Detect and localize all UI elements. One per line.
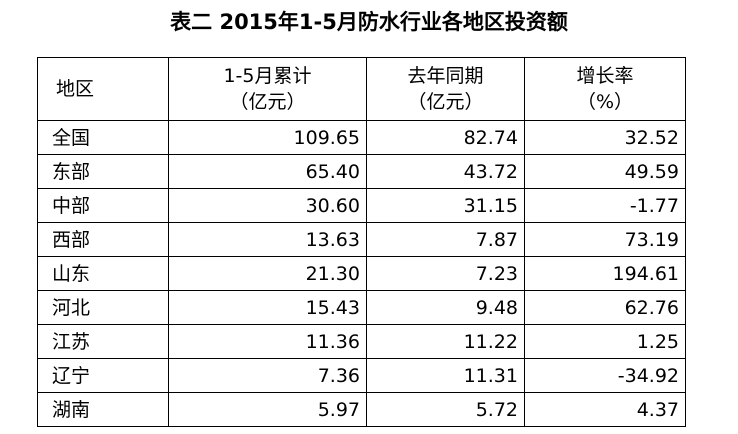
region-cell: 西部 (37, 222, 169, 257)
header-cell: 去年同期 （亿元） (366, 57, 525, 121)
region-cell: 河北 (37, 290, 169, 325)
value-cell: 1.25 (524, 324, 686, 359)
value-cell: 65.40 (168, 154, 367, 189)
value-cell: 4.37 (524, 392, 686, 427)
table-title: 表二 2015年1-5月防水行业各地区投资额 (170, 10, 568, 34)
region-cell: 辽宁 (37, 358, 169, 393)
header-text: 增长率 (576, 65, 634, 87)
value-cell: 13.63 (168, 222, 367, 257)
data-row: 山东 21.30 7.23 194.61 (37, 256, 686, 291)
data-row: 全国 109.65 82.74 32.52 (37, 120, 686, 155)
value-cell: -34.92 (524, 358, 686, 393)
header-text: 地区 (56, 78, 95, 100)
data-row: 江苏 11.36 11.22 1.25 (37, 324, 686, 359)
region-cell: 江苏 (37, 324, 169, 359)
value-cell: 5.97 (168, 392, 367, 427)
value-cell: 62.76 (524, 290, 686, 325)
data-row: 西部 13.63 7.87 73.19 (37, 222, 686, 257)
data-row: 河北 15.43 9.48 62.76 (37, 290, 686, 325)
region-cell: 全国 (37, 120, 169, 155)
header-text: （亿元） (407, 91, 484, 113)
data-table: 地区 1-5月累计 （亿元） 去年同期 （亿元） 增长率 （%） 全国 109.65 82.74 3… (37, 57, 686, 427)
data-row: 东部 65.40 43.72 49.59 (37, 154, 686, 189)
value-cell: 11.22 (366, 324, 525, 359)
table-body: 地区 1-5月累计 （亿元） 去年同期 （亿元） 增长率 （%） 全国 109.65 82.74 3… (37, 57, 686, 427)
value-cell: 7.23 (366, 256, 525, 291)
value-cell: 7.87 (366, 222, 525, 257)
value-cell: 15.43 (168, 290, 367, 325)
header-row: 地区 1-5月累计 （亿元） 去年同期 （亿元） 增长率 （%） (37, 57, 686, 121)
value-cell: 11.31 (366, 358, 525, 393)
header-text: （%） (576, 91, 634, 113)
data-row: 湖南 5.97 5.72 4.37 (37, 392, 686, 427)
value-cell: 31.15 (366, 188, 525, 223)
region-cell: 湖南 (37, 392, 169, 427)
region-cell: 中部 (37, 188, 169, 223)
header-cell: 增长率 （%） (524, 57, 686, 121)
data-row: 辽宁 7.36 11.31 -34.92 (37, 358, 686, 393)
value-cell: 7.36 (168, 358, 367, 393)
header-cell: 地区 (37, 57, 169, 121)
value-cell: 194.61 (524, 256, 686, 291)
value-cell: 73.19 (524, 222, 686, 257)
value-cell: 49.59 (524, 154, 686, 189)
value-cell: 43.72 (366, 154, 525, 189)
header-cell: 1-5月累计 （亿元） (168, 57, 367, 121)
value-cell: 21.30 (168, 256, 367, 291)
value-cell: 30.60 (168, 188, 367, 223)
region-cell: 东部 (37, 154, 169, 189)
header-text: 去年同期 (407, 65, 484, 87)
value-cell: -1.77 (524, 188, 686, 223)
data-row: 中部 30.60 31.15 -1.77 (37, 188, 686, 223)
value-cell: 109.65 (168, 120, 367, 155)
value-cell: 11.36 (168, 324, 367, 359)
value-cell: 9.48 (366, 290, 525, 325)
header-text: （亿元） (229, 91, 306, 113)
value-cell: 5.72 (366, 392, 525, 427)
value-cell: 82.74 (366, 120, 525, 155)
value-cell: 32.52 (524, 120, 686, 155)
region-cell: 山东 (37, 256, 169, 291)
header-text: 1-5月累计 (223, 65, 312, 87)
